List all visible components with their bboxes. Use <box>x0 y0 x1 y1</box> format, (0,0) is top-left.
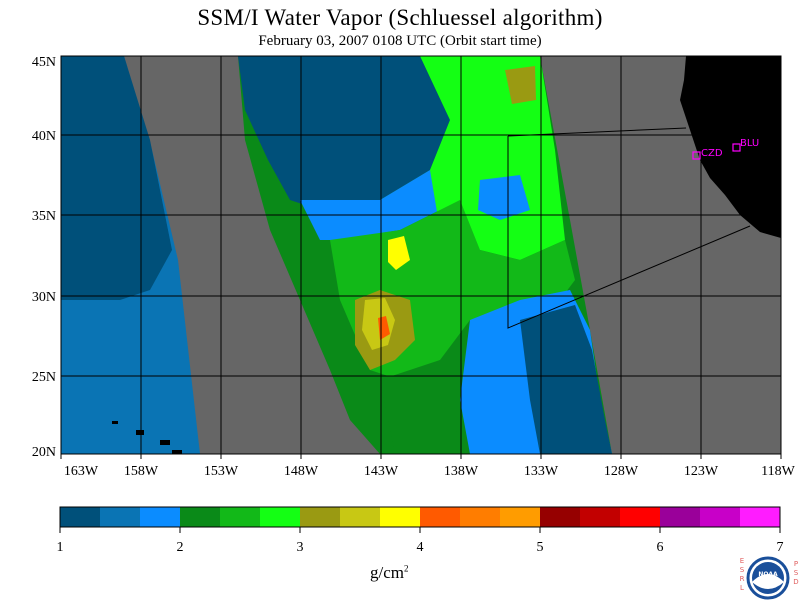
station-label-blu: BLU <box>740 138 759 149</box>
swath-deep-east <box>520 305 612 454</box>
island <box>172 450 182 454</box>
island <box>136 430 144 435</box>
lon-label: 163W <box>64 464 99 479</box>
noaa-logo-text: NOAA <box>758 571 778 578</box>
colorbar-tick-label: 5 <box>537 540 544 555</box>
swath-olive-north <box>505 66 536 104</box>
colorbar-swatch <box>100 507 141 527</box>
lat-label: 45N <box>32 55 56 70</box>
swath-blue-pocket <box>478 175 530 220</box>
island <box>160 440 170 445</box>
colorbar-swatch <box>660 507 701 527</box>
colorbar-labels: 1 2 3 4 5 6 7 <box>57 540 784 555</box>
page-subtitle: February 03, 2007 0108 UTC (Orbit start … <box>258 33 542 49</box>
lon-label: 118W <box>761 464 795 479</box>
swath-green-south <box>380 360 460 454</box>
colorbar-swatch <box>460 507 501 527</box>
colorbar-tick-label: 2 <box>177 540 184 555</box>
colorbar-swatch <box>260 507 301 527</box>
colorbar-swatch <box>620 507 661 527</box>
lon-label: 158W <box>124 464 159 479</box>
colorbar-swatch <box>700 507 741 527</box>
boundary-line <box>507 136 751 329</box>
station-marker-blu <box>732 143 741 152</box>
lon-label: 143W <box>364 464 399 479</box>
station-label-czd: CZD <box>701 148 723 159</box>
lat-label: 20N <box>32 445 56 460</box>
lat-label: 35N <box>32 209 56 224</box>
island <box>112 421 118 424</box>
lat-label: 40N <box>32 129 56 144</box>
swath-yellow-patch <box>362 298 395 350</box>
colorbar-swatch <box>420 507 461 527</box>
lon-label: 138W <box>444 464 479 479</box>
colorbar-swatch <box>580 507 621 527</box>
colorbar-swatch <box>180 507 221 527</box>
colorbar-swatch <box>300 507 341 527</box>
lon-label: 123W <box>684 464 719 479</box>
colorbar-swatch <box>500 507 541 527</box>
swath-blue-ring <box>300 150 470 240</box>
noaa-logo: NOAA <box>746 556 790 600</box>
lon-label: 148W <box>284 464 319 479</box>
colorbar-tick-label: 1 <box>57 540 64 555</box>
colorbar-swatch <box>540 507 581 527</box>
station-marker-czd <box>692 151 701 160</box>
map-frame <box>60 55 782 455</box>
colorbar-swatch <box>340 507 381 527</box>
lat-label: 25N <box>32 370 56 385</box>
page-title: SSM/I Water Vapor (Schluessel algorithm) <box>197 5 603 30</box>
west-swath-deep <box>61 56 172 300</box>
lon-label: 153W <box>204 464 239 479</box>
colorbar-swatch <box>140 507 181 527</box>
lon-label: 133W <box>524 464 559 479</box>
swath-yellow-north <box>388 236 410 270</box>
axis-ticks <box>60 454 782 459</box>
lat-label: 30N <box>32 290 56 305</box>
colorbar-tick-label: 3 <box>297 540 304 555</box>
colorbar-swatch <box>220 507 261 527</box>
colorbar-swatch <box>380 507 421 527</box>
land-north-america <box>680 56 781 238</box>
colorbar <box>60 507 781 527</box>
colorbar-unit: g/cm2 <box>370 563 409 582</box>
lon-label: 128W <box>604 464 639 479</box>
west-swath-light <box>61 340 200 454</box>
swath-dark-north <box>238 56 450 210</box>
colorbar-tick-label: 7 <box>777 540 784 555</box>
colorbar-swatch <box>740 507 781 527</box>
colorbar-tick-label: 4 <box>417 540 424 555</box>
colorbar-ticks <box>59 527 781 533</box>
map-grid <box>61 56 781 454</box>
colorbar-tick-label: 6 <box>657 540 664 555</box>
colorbar-swatch <box>60 507 101 527</box>
